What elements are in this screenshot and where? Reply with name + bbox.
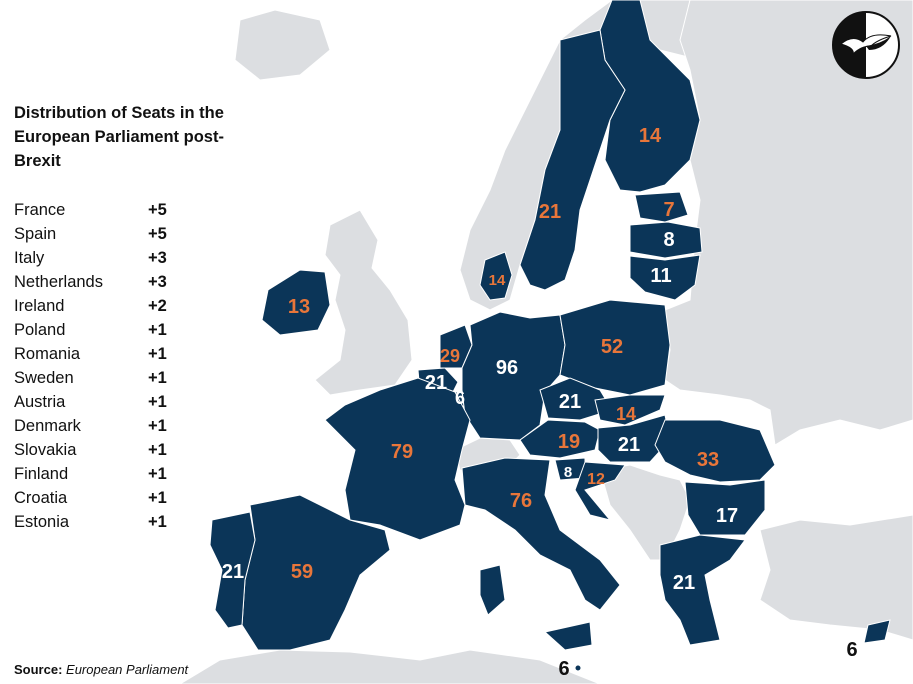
list-item: Finland +1 [14, 462, 194, 486]
seat-label-spain: 59 [291, 561, 313, 583]
seat-label-lithuania: 11 [650, 265, 671, 287]
country-name: Finland [14, 465, 69, 483]
seat-label-ireland: 13 [288, 296, 310, 318]
region-bulgaria [684, 479, 766, 536]
seat-label-romania: 33 [697, 449, 719, 471]
seat-label-denmark: 14 [489, 272, 506, 289]
region-poland [559, 299, 671, 396]
region-portugal [209, 511, 256, 629]
seat-change-value: +1 [148, 441, 167, 459]
region-romania [654, 419, 776, 483]
seat-change-value: +1 [148, 393, 167, 411]
region-croatia [574, 461, 626, 521]
list-item: Austria +1 [14, 390, 194, 414]
region-france [324, 377, 471, 541]
list-item: France +5 [14, 198, 194, 222]
seat-label-luxembourg: 6 [455, 388, 465, 408]
seat-label-sweden: 21 [539, 201, 561, 223]
seat-change-value: +1 [148, 489, 167, 507]
country-name: Italy [14, 249, 45, 267]
seat-label-italy: 76 [510, 490, 532, 512]
non-member-land [179, 0, 913, 684]
seat-label-slovenia: 8 [564, 464, 572, 481]
seat-change-value: +1 [148, 369, 167, 387]
seat-label-france: 79 [391, 441, 413, 463]
source-note: Source: European Parliament [14, 662, 188, 677]
seat-label-austria: 19 [558, 431, 580, 453]
country-name: Croatia [14, 489, 68, 507]
seat-label-belgium: 21 [425, 372, 447, 394]
region-denmark [479, 251, 513, 301]
list-item: Estonia +1 [14, 510, 194, 534]
region-slovakia [594, 394, 666, 426]
seat-change-value: +1 [148, 513, 167, 531]
region-cyprus [863, 619, 891, 644]
seat-labels: 14 21 7 8 11 14 13 29 21 6 96 52 21 14 1… [222, 125, 858, 680]
seat-label-cyprus: 6 [846, 639, 857, 661]
seat-label-czechia: 21 [559, 391, 581, 413]
seat-label-slovakia: 14 [616, 404, 636, 424]
list-item: Slovakia +1 [14, 438, 194, 462]
country-name: Ireland [14, 297, 65, 315]
eu-member-land [209, 0, 891, 672]
seat-label-bulgaria: 17 [716, 505, 738, 527]
list-item: Italy +3 [14, 246, 194, 270]
list-item: Netherlands +3 [14, 270, 194, 294]
source-label: Source: [14, 662, 63, 677]
seat-label-greece: 21 [673, 572, 695, 594]
seat-change-value: +1 [148, 321, 167, 339]
region-germany [461, 311, 566, 441]
list-item: Croatia +1 [14, 486, 194, 510]
seat-change-list: France +5 Spain +5 Italy +3 Netherlands +3 I… [14, 198, 194, 534]
list-item: Denmark +1 [14, 414, 194, 438]
region-sweden [519, 29, 626, 291]
list-item: Sweden +1 [14, 366, 194, 390]
region-italy [461, 457, 621, 611]
page-title: Distribution of Seats in the European Pa… [14, 104, 224, 170]
country-name: Netherlands [14, 273, 103, 291]
seat-change-value: +3 [148, 249, 167, 267]
region-lithuania [629, 254, 701, 301]
region-latvia [629, 221, 703, 259]
seat-label-hungary: 21 [618, 434, 640, 456]
list-item: Ireland +2 [14, 294, 194, 318]
region-greece [659, 534, 746, 646]
country-name: Romania [14, 345, 81, 363]
seat-label-estonia: 7 [663, 199, 674, 221]
seat-label-croatia: 12 [587, 471, 605, 488]
region-estonia [634, 191, 689, 223]
country-name: Slovakia [14, 441, 77, 459]
seat-label-malta: 6 [558, 658, 569, 680]
seat-label-finland: 14 [639, 125, 662, 147]
country-name: France [14, 201, 66, 219]
seat-change-value: +1 [148, 417, 167, 435]
seat-change-value: +5 [148, 225, 167, 243]
seat-change-value: +3 [148, 273, 167, 291]
seat-label-germany: 96 [496, 357, 518, 379]
source-value: European Parliament [66, 662, 189, 677]
seat-change-value: +2 [148, 297, 167, 315]
seat-label-poland: 52 [601, 336, 623, 358]
country-name: Estonia [14, 513, 70, 531]
region-ireland [261, 269, 331, 336]
region-malta [574, 664, 582, 672]
country-name: Denmark [14, 417, 81, 435]
seat-label-portugal: 21 [222, 561, 244, 583]
country-name: Poland [14, 321, 66, 339]
seat-change-value: +5 [148, 201, 167, 219]
seat-label-netherlands: 29 [440, 346, 460, 366]
seat-change-value: +1 [148, 465, 167, 483]
seat-label-latvia: 8 [663, 229, 674, 251]
country-name: Spain [14, 225, 57, 243]
bird-logo-icon [832, 11, 900, 79]
list-item: Spain +5 [14, 222, 194, 246]
list-item: Poland +1 [14, 318, 194, 342]
country-name: Austria [14, 393, 66, 411]
list-item: Romania +1 [14, 342, 194, 366]
country-name: Sweden [14, 369, 74, 387]
seat-change-value: +1 [148, 345, 167, 363]
